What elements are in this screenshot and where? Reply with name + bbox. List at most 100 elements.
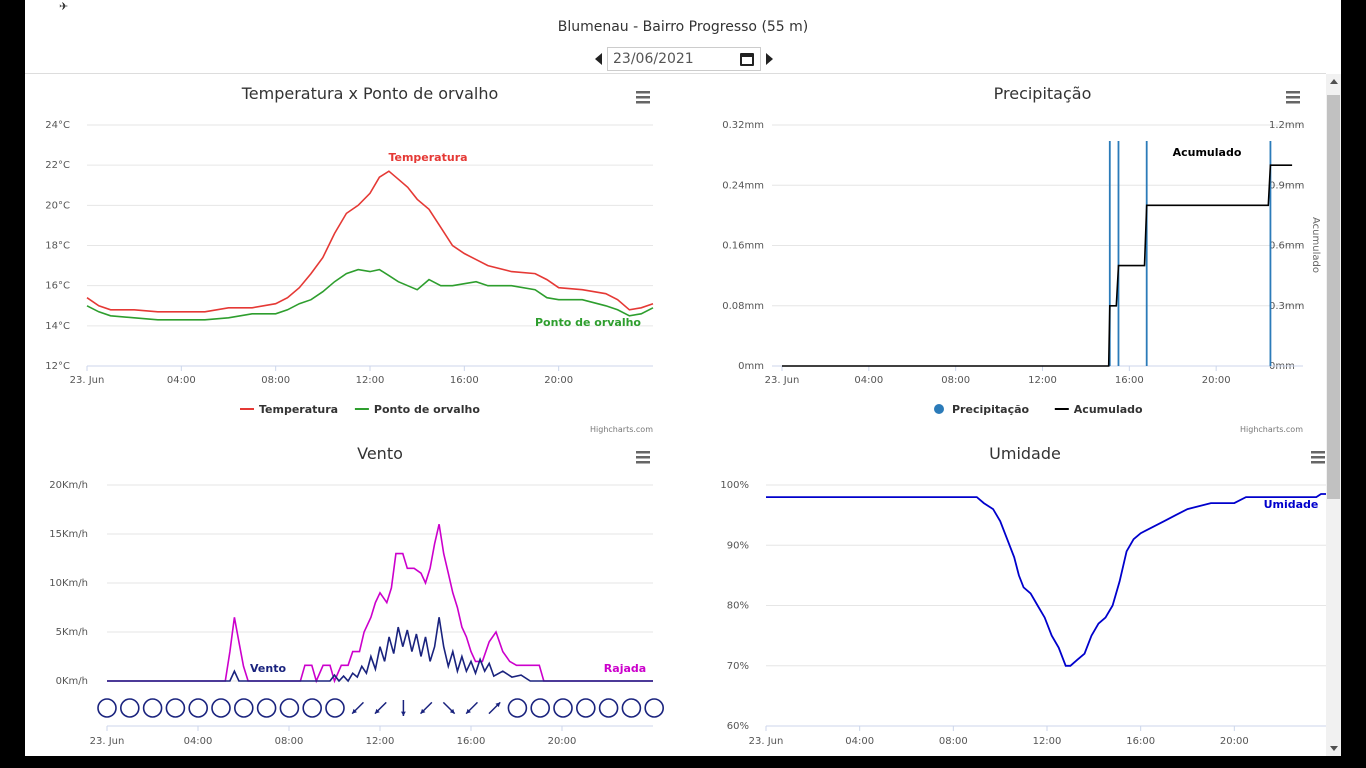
vento-series-vento: [107, 617, 653, 683]
temp-legend: Temperatura Ponto de orvalho: [240, 403, 480, 416]
temp-legend-item[interactable]: Temperatura: [240, 403, 338, 416]
vento-y-tick-label: 15Km/h: [49, 529, 88, 540]
wind-calm-icon: [325, 698, 345, 718]
wind-arrow-head: [495, 702, 501, 708]
precip-y-tick-label: 0.08mm: [722, 301, 764, 312]
menu-icon[interactable]: [1311, 451, 1325, 464]
menu-icon-bar: [636, 461, 650, 464]
menu-icon[interactable]: [636, 451, 650, 464]
temp-legend-item[interactable]: Ponto de orvalho: [354, 403, 480, 416]
next-day-button[interactable]: [766, 53, 773, 65]
temp-legend-label: Temperatura: [259, 403, 338, 416]
umidade-x-tick-label: 23. Jun: [749, 736, 784, 747]
precip-y-right-title: Acumulado: [1310, 217, 1321, 273]
vento-x-tick-label: 23. Jun: [90, 736, 125, 747]
precip-x-tick-label: 16:00: [1115, 375, 1144, 386]
menu-icon[interactable]: [636, 91, 650, 104]
wind-calm-icon: [530, 698, 551, 718]
menu-icon-bar: [636, 101, 650, 104]
precip-y-tick-label: 0.16mm: [722, 241, 764, 252]
scroll-up-arrow[interactable]: [1330, 79, 1338, 84]
wind-arrow-head: [420, 708, 426, 714]
scroll-thumb[interactable]: [1327, 95, 1340, 499]
precipitation-chart: Precipitação 0mm 0.08mm 0.16mm 0.24mm 0.32mm 0…: [722, 84, 1321, 434]
wind-arrow-icon: [374, 701, 387, 715]
precip-legend-label: Acumulado: [1074, 403, 1143, 416]
header-divider: [25, 73, 1326, 74]
precip-x-tick-label: 23. Jun: [765, 375, 800, 386]
date-input[interactable]: 23/06/2021: [607, 47, 761, 71]
humidity-chart: Umidade 60% 70% 80% 90% 100% 23. Jun 04:00 08:00…: [720, 444, 1328, 747]
vento-series-label-vento: Vento: [250, 662, 286, 675]
wind-arrow-head: [401, 711, 406, 716]
wind-calm-icon: [644, 698, 665, 718]
temp-y-tick-label: 18°C: [45, 241, 70, 252]
wind-calm-icon: [621, 698, 642, 718]
precip-legend-item[interactable]: Precipitação: [934, 403, 1030, 416]
wind-calm-icon: [165, 698, 186, 718]
precip-series-acumulado: [782, 164, 1293, 367]
temp-x-tick-label: 04:00: [167, 375, 196, 386]
temp-y-tick-label: 12°C: [45, 361, 70, 372]
menu-icon-bar: [1311, 456, 1325, 459]
temp-y-tick-label: 22°C: [45, 160, 70, 171]
umidade-y-tick-label: 70%: [727, 661, 749, 672]
menu-icon[interactable]: [1286, 91, 1300, 104]
temp-legend-label: Ponto de orvalho: [374, 403, 480, 416]
vento-y-tick-label: 5Km/h: [56, 627, 88, 638]
wind-calm-icon: [188, 698, 208, 718]
vento-series-rajada: [107, 524, 653, 684]
vento-x-tick-label: 12:00: [366, 736, 395, 747]
menu-icon-bar: [1286, 91, 1300, 94]
wind-chart: Vento 0Km/h 5Km/h 10Km/h 15Km/h 20Km/h 23. Jun…: [49, 444, 665, 747]
precip-x-tick-label: 08:00: [941, 375, 970, 386]
temp-x-tick-label: 12:00: [356, 375, 385, 386]
umidade-x-tick-label: 16:00: [1126, 736, 1155, 747]
precip-legend-marker: [934, 404, 944, 414]
date-value: 23/06/2021: [613, 51, 694, 67]
precip-y-right-tick-label: 0.9mm: [1269, 180, 1304, 191]
umidade-series: [766, 493, 1328, 667]
precip-credits: Highcharts.com: [1240, 425, 1303, 434]
vento-x-tick-label: 16:00: [457, 736, 486, 747]
precip-title: Precipitação: [994, 84, 1092, 103]
vento-y-tick-label: 0Km/h: [56, 676, 88, 687]
temp-series-temperatura: [86, 170, 654, 313]
wind-calm-icon: [120, 698, 140, 718]
menu-icon-bar: [636, 96, 650, 99]
prev-day-button[interactable]: [595, 53, 602, 65]
wind-calm-icon: [575, 698, 596, 718]
vento-y-tick-label: 20Km/h: [49, 480, 88, 491]
precip-legend: Precipitação Acumulado: [934, 403, 1143, 416]
temp-x-tick-label: 08:00: [261, 375, 290, 386]
temp-series-orvalho: [86, 268, 654, 321]
precip-legend-item[interactable]: Acumulado: [1054, 403, 1143, 416]
temp-x-tick-label: 16:00: [450, 375, 479, 386]
menu-icon-bar: [636, 91, 650, 94]
scrollbar[interactable]: [1326, 74, 1341, 756]
wind-calm-icon: [279, 698, 300, 718]
vento-title: Vento: [357, 444, 403, 463]
temp-y-tick-label: 24°C: [45, 120, 70, 131]
precip-x-tick-label: 04:00: [854, 375, 883, 386]
menu-icon-bar: [1311, 461, 1325, 464]
umidade-title: Umidade: [989, 444, 1061, 463]
wind-arrow-head: [352, 708, 357, 714]
vento-series-label-rajada: Rajada: [604, 662, 646, 675]
calendar-icon[interactable]: [740, 52, 754, 66]
vento-x-tick-label: 20:00: [548, 736, 577, 747]
vento-x-tick-label: 08:00: [275, 736, 304, 747]
umidade-y-tick-label: 90%: [727, 540, 749, 551]
wind-arrow-head: [449, 708, 455, 714]
temp-x-tick-label: 23. Jun: [70, 375, 105, 386]
temp-y-tick-label: 20°C: [45, 200, 70, 211]
scroll-down-arrow[interactable]: [1330, 746, 1338, 751]
wind-calm-icon: [211, 698, 231, 718]
menu-icon-bar: [636, 451, 650, 454]
menu-icon-bar: [636, 456, 650, 459]
wind-arrow-icon: [488, 701, 501, 715]
precip-y-right-tick-label: 1.2mm: [1269, 120, 1304, 131]
precip-series-label-acumulado: Acumulado: [1173, 146, 1242, 159]
precip-y-right-tick-label: 0.3mm: [1269, 301, 1304, 312]
wind-calm-icon: [142, 698, 163, 718]
